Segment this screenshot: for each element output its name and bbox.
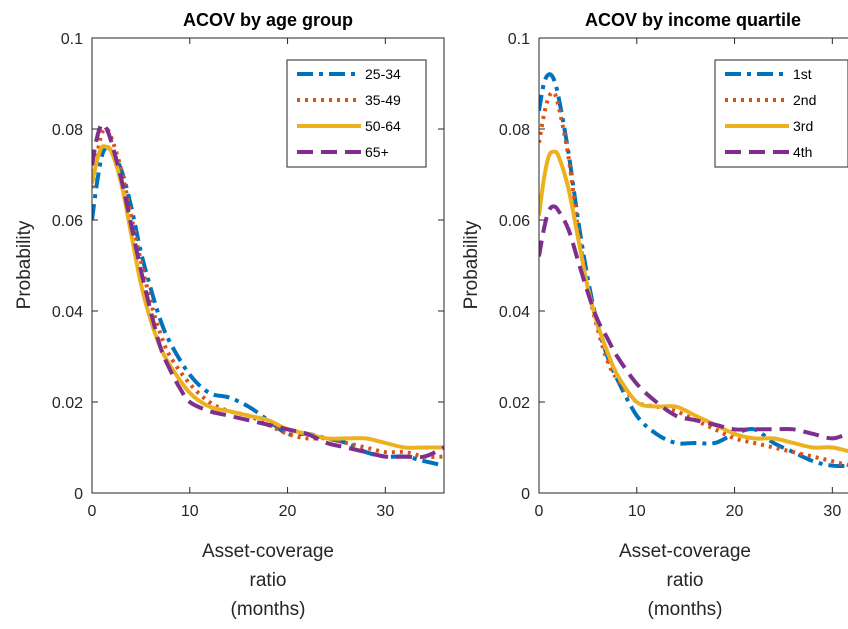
- legend-label: 3rd: [793, 118, 813, 134]
- y-tick-label: 0: [74, 486, 83, 503]
- legend-label: 1st: [793, 66, 812, 82]
- y-tick-label: 0.04: [52, 304, 83, 321]
- x-axis-label-line-1: Asset-coverage: [202, 541, 334, 562]
- y-tick-label: 0.06: [499, 213, 530, 230]
- legend: 1st 2nd 3rd 4th: [714, 59, 848, 168]
- series-line-25-34: [92, 145, 444, 468]
- x-axis-label-line-1: Asset-coverage: [619, 541, 751, 562]
- legend-label: 65+: [365, 144, 389, 160]
- y-tick-label: 0.06: [52, 213, 83, 230]
- chart-title: ACOV by income quartile: [585, 10, 801, 30]
- series-line-65+: [92, 122, 444, 460]
- chart-title: ACOV by age group: [183, 10, 353, 30]
- legend-label: 25-34: [365, 66, 401, 82]
- y-tick-label: 0.1: [61, 31, 83, 48]
- series-line-1st: [539, 72, 848, 469]
- x-axis-ticks: 0 10 20 30: [88, 38, 394, 520]
- panel-age-group: ACOV by age group 0 10 20 30 00.020.040.060…: [14, 10, 445, 620]
- y-tick-label: 0.02: [52, 395, 83, 412]
- legend-label: 50-64: [365, 118, 401, 134]
- x-tick-label: 0: [88, 503, 97, 520]
- x-tick-label: 20: [726, 503, 744, 520]
- legend-box: [714, 59, 848, 168]
- x-tick-label: 10: [181, 503, 199, 520]
- series-group: [539, 72, 848, 469]
- legend-label: 35-49: [365, 92, 401, 108]
- series-line-3rd: [539, 149, 848, 454]
- y-axis-ticks: 0 0.02 0.04 0.06 0.08 0.1: [52, 31, 444, 503]
- x-tick-label: 20: [279, 503, 297, 520]
- y-tick-label: 0.08: [52, 122, 83, 139]
- series-line-4th: [539, 204, 848, 441]
- x-tick-label: 0: [535, 503, 544, 520]
- series-line-50-64: [92, 144, 444, 450]
- y-tick-label: 0.1: [508, 31, 530, 48]
- x-axis-label-line-3: (months): [648, 599, 723, 620]
- legend-label: 2nd: [793, 92, 816, 108]
- y-tick-label: 0.08: [499, 122, 530, 139]
- x-tick-label: 30: [376, 503, 394, 520]
- y-axis-label: Probability: [14, 220, 35, 309]
- series-group: [92, 122, 444, 468]
- y-tick-label: 0: [521, 486, 530, 503]
- x-axis-label-line-3: (months): [231, 599, 306, 620]
- legend-box: [286, 59, 427, 168]
- y-axis-label: Probability: [461, 220, 482, 309]
- legend: 25-34 35-49 50-64 65+: [286, 59, 427, 168]
- x-axis-ticks: 0 10 20 30: [535, 38, 841, 520]
- x-tick-label: 10: [628, 503, 646, 520]
- y-tick-label: 0.04: [499, 304, 530, 321]
- panel-income-quartile: ACOV by income quartile 0 10 20 30 0 0.02 0.0…: [461, 10, 848, 620]
- legend-label: 4th: [793, 144, 812, 160]
- x-axis-label-line-2: ratio: [250, 570, 287, 591]
- x-axis-label-line-2: ratio: [667, 570, 704, 591]
- y-axis-ticks: 0 0.02 0.04 0.06 0.08 0.1: [499, 31, 545, 503]
- x-tick-label: 30: [823, 503, 841, 520]
- y-tick-label: 0.02: [499, 395, 530, 412]
